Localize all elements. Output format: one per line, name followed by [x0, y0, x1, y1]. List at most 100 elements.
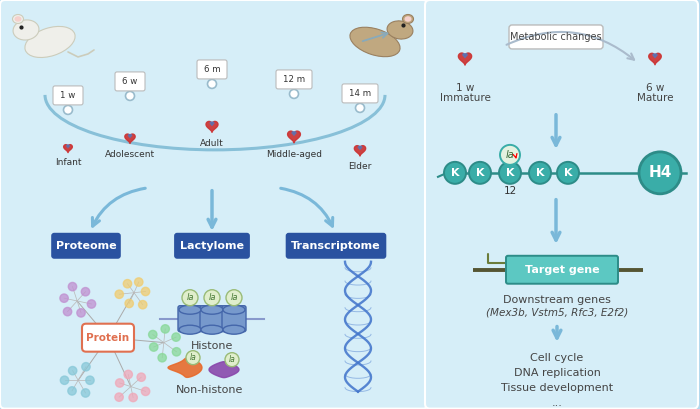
- Circle shape: [115, 393, 123, 401]
- Circle shape: [529, 162, 551, 184]
- Circle shape: [204, 290, 220, 306]
- Polygon shape: [129, 135, 132, 137]
- Circle shape: [158, 353, 167, 362]
- Circle shape: [81, 389, 90, 397]
- Text: 6 w: 6 w: [646, 83, 664, 93]
- Ellipse shape: [13, 14, 24, 23]
- Text: Tissue development: Tissue development: [501, 383, 613, 393]
- FancyBboxPatch shape: [286, 233, 386, 259]
- Text: Immature: Immature: [440, 93, 491, 103]
- Ellipse shape: [350, 27, 400, 57]
- FancyBboxPatch shape: [197, 60, 227, 79]
- FancyBboxPatch shape: [115, 72, 145, 91]
- Circle shape: [81, 288, 90, 296]
- Circle shape: [172, 348, 181, 356]
- Circle shape: [116, 379, 124, 387]
- Text: Metabolic changes: Metabolic changes: [510, 32, 602, 42]
- Text: la: la: [230, 293, 238, 302]
- Polygon shape: [66, 145, 69, 147]
- Circle shape: [139, 301, 147, 309]
- Polygon shape: [653, 54, 657, 58]
- Circle shape: [500, 145, 520, 165]
- Text: H4: H4: [648, 165, 672, 180]
- Text: la: la: [186, 293, 194, 302]
- Polygon shape: [463, 54, 467, 58]
- Text: Histone: Histone: [191, 341, 233, 351]
- Ellipse shape: [15, 16, 22, 22]
- Circle shape: [88, 300, 96, 308]
- Text: la: la: [209, 293, 216, 302]
- Circle shape: [85, 376, 94, 384]
- Text: Cell cycle: Cell cycle: [531, 353, 584, 363]
- Circle shape: [129, 393, 137, 402]
- Ellipse shape: [25, 27, 75, 58]
- Circle shape: [639, 152, 681, 194]
- Polygon shape: [288, 131, 300, 143]
- FancyBboxPatch shape: [509, 25, 603, 49]
- Text: 6 m: 6 m: [204, 65, 220, 74]
- Text: la: la: [229, 355, 235, 364]
- FancyBboxPatch shape: [53, 86, 83, 105]
- Ellipse shape: [179, 305, 201, 314]
- Circle shape: [182, 290, 198, 306]
- Circle shape: [69, 283, 77, 291]
- Ellipse shape: [201, 325, 223, 334]
- FancyBboxPatch shape: [222, 306, 246, 332]
- Text: DNA replication: DNA replication: [514, 368, 601, 378]
- Polygon shape: [358, 146, 362, 149]
- Text: Mature: Mature: [637, 93, 673, 103]
- Text: 1 w: 1 w: [60, 91, 76, 100]
- Text: K: K: [536, 168, 545, 178]
- Text: Lactylome: Lactylome: [180, 241, 244, 251]
- Ellipse shape: [387, 21, 413, 39]
- Text: Adult: Adult: [200, 139, 224, 148]
- Text: Adolescent: Adolescent: [105, 150, 155, 159]
- FancyBboxPatch shape: [51, 233, 121, 259]
- Circle shape: [557, 162, 579, 184]
- Circle shape: [499, 162, 521, 184]
- Circle shape: [469, 162, 491, 184]
- Text: K: K: [476, 168, 484, 178]
- Text: Proteome: Proteome: [56, 241, 116, 251]
- Circle shape: [150, 343, 158, 351]
- Polygon shape: [292, 132, 296, 135]
- FancyBboxPatch shape: [200, 306, 224, 332]
- Circle shape: [64, 106, 73, 115]
- Circle shape: [125, 299, 134, 308]
- Text: (Mex3b, Vstm5, Rfc3, E2f2): (Mex3b, Vstm5, Rfc3, E2f2): [486, 308, 628, 318]
- Polygon shape: [458, 53, 472, 65]
- Text: Non-histone: Non-histone: [176, 384, 244, 395]
- Circle shape: [161, 325, 169, 333]
- FancyBboxPatch shape: [342, 84, 378, 103]
- Ellipse shape: [201, 305, 223, 314]
- Ellipse shape: [223, 325, 245, 334]
- Circle shape: [125, 92, 134, 100]
- Text: Protein: Protein: [86, 333, 130, 343]
- Ellipse shape: [223, 305, 245, 314]
- Polygon shape: [168, 358, 202, 378]
- Circle shape: [137, 373, 146, 382]
- Circle shape: [60, 376, 69, 384]
- Text: 12: 12: [503, 186, 517, 196]
- Text: 12 m: 12 m: [283, 75, 305, 84]
- Text: K: K: [564, 168, 573, 178]
- FancyBboxPatch shape: [174, 233, 250, 259]
- Text: Elder: Elder: [349, 162, 372, 171]
- Polygon shape: [206, 121, 218, 132]
- Polygon shape: [354, 146, 365, 156]
- Ellipse shape: [13, 20, 39, 40]
- Circle shape: [69, 366, 77, 375]
- FancyBboxPatch shape: [178, 306, 202, 332]
- Circle shape: [68, 387, 76, 395]
- Ellipse shape: [402, 14, 414, 23]
- Circle shape: [134, 278, 143, 286]
- Text: K: K: [451, 168, 459, 178]
- Circle shape: [141, 287, 150, 296]
- Circle shape: [115, 290, 123, 299]
- Circle shape: [444, 162, 466, 184]
- Circle shape: [77, 309, 85, 317]
- Text: 1 w: 1 w: [456, 83, 474, 93]
- FancyBboxPatch shape: [82, 324, 134, 352]
- Text: 6 w: 6 w: [122, 77, 138, 86]
- Circle shape: [123, 279, 132, 288]
